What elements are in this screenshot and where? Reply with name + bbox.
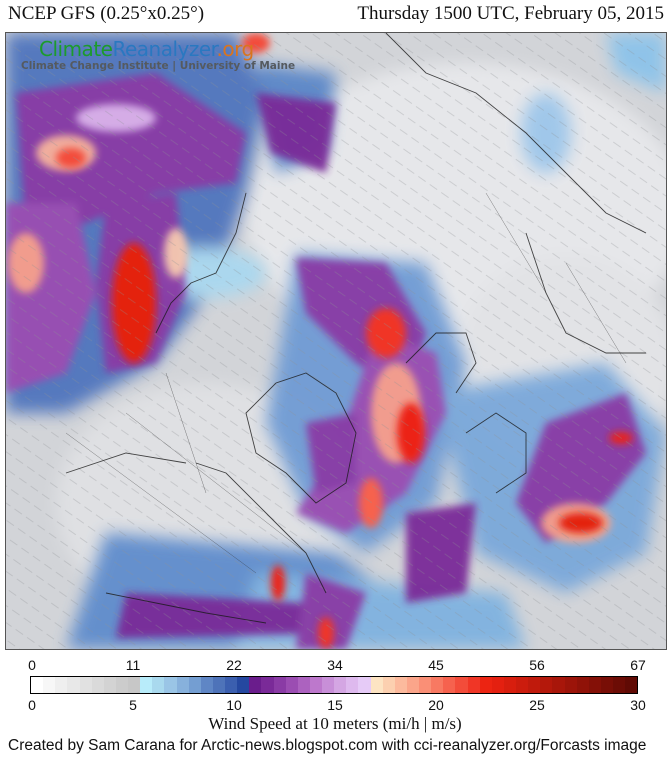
colorbar-swatch xyxy=(358,677,371,693)
tick-ms-10: 10 xyxy=(226,697,242,713)
tick-ms-30: 30 xyxy=(630,697,646,713)
colorbar-swatch xyxy=(394,677,407,693)
colorbar-swatch xyxy=(540,677,553,693)
colorbar-swatch xyxy=(552,677,565,693)
colorbar-swatch xyxy=(212,677,225,693)
colorbar-swatch xyxy=(564,677,577,693)
colorbar-swatch xyxy=(140,677,153,693)
tick-ms-5: 5 xyxy=(129,697,137,713)
colorbar-swatch xyxy=(406,677,419,693)
colorbar-swatch xyxy=(528,677,541,693)
colorbar-swatch xyxy=(370,677,383,693)
colorbar-swatch xyxy=(516,677,529,693)
colorbar-swatch xyxy=(613,677,626,693)
colorbar-swatch xyxy=(176,677,189,693)
colorbar-swatch xyxy=(467,677,480,693)
colorbar-swatch xyxy=(625,677,638,693)
colorbar-swatch xyxy=(322,677,335,693)
tick-mph-67: 67 xyxy=(630,657,646,673)
colorbar-swatch xyxy=(261,677,274,693)
colorbar-swatch xyxy=(273,677,286,693)
colorbar-swatch xyxy=(600,677,613,693)
colorbar-swatch xyxy=(588,677,601,693)
colorbar-swatch xyxy=(43,677,56,693)
tick-mph-45: 45 xyxy=(428,657,444,673)
colorbar-swatch xyxy=(55,677,68,693)
wind-speed-colorbar xyxy=(30,676,638,694)
colorbar-swatch xyxy=(164,677,177,693)
colorbar-swatch xyxy=(479,677,492,693)
colorbar-swatch xyxy=(237,677,250,693)
colorbar-top-ticks: 0 11 22 34 45 56 67 xyxy=(0,657,670,673)
tick-mph-34: 34 xyxy=(327,657,343,673)
logo-climate: Climate xyxy=(39,37,113,61)
tick-mph-11: 11 xyxy=(125,657,141,673)
colorbar-swatch xyxy=(225,677,238,693)
tick-mph-22: 22 xyxy=(226,657,242,673)
wind-field-graphic xyxy=(6,33,666,649)
tick-mph-56: 56 xyxy=(529,657,545,673)
datetime-title: Thursday 1500 UTC, February 05, 2015 xyxy=(357,3,664,24)
colorbar-swatch xyxy=(200,677,213,693)
tick-ms-25: 25 xyxy=(529,697,545,713)
colorbar-swatch xyxy=(249,677,262,693)
colorbar-swatch xyxy=(285,677,298,693)
colorbar-swatch xyxy=(188,677,201,693)
colorbar-swatch xyxy=(431,677,444,693)
logo-org: .org xyxy=(216,37,255,61)
colorbar-swatch xyxy=(382,677,395,693)
colorbar-swatch xyxy=(152,677,165,693)
climate-reanalyzer-logo: ClimateReanalyzer.org Climate Change Ins… xyxy=(21,37,295,72)
colorbar-swatch xyxy=(67,677,80,693)
colorbar-swatch xyxy=(346,677,359,693)
tick-ms-0: 0 xyxy=(28,697,36,713)
colorbar-swatch xyxy=(309,677,322,693)
credit-line: Created by Sam Carana for Arctic-news.bl… xyxy=(8,737,647,754)
colorbar-swatch xyxy=(576,677,589,693)
colorbar-swatch xyxy=(115,677,128,693)
logo-subtitle: Climate Change Institute | University of… xyxy=(21,60,296,72)
colorbar-swatch xyxy=(503,677,516,693)
colorbar-swatch xyxy=(103,677,116,693)
colorbar-swatch xyxy=(79,677,92,693)
colorbar-swatch xyxy=(491,677,504,693)
colorbar-swatch xyxy=(334,677,347,693)
colorbar-swatch xyxy=(443,677,456,693)
model-title: NCEP GFS (0.25°x0.25°) xyxy=(8,3,205,24)
colorbar-swatch xyxy=(455,677,468,693)
colorbar-swatch xyxy=(297,677,310,693)
wind-speed-map: ClimateReanalyzer.org Climate Change Ins… xyxy=(5,32,667,650)
colorbar-swatch xyxy=(31,677,44,693)
tick-ms-15: 15 xyxy=(327,697,343,713)
colorbar-swatch xyxy=(419,677,432,693)
colorbar-label: Wind Speed at 10 meters (mi/h | m/s) xyxy=(208,714,462,733)
logo-reanalyzer: Reanalyzer xyxy=(112,37,217,61)
colorbar-swatch xyxy=(128,677,141,693)
tick-mph-0: 0 xyxy=(28,657,36,673)
colorbar-swatch xyxy=(91,677,104,693)
coastline-overlay xyxy=(65,33,647,624)
colorbar-bottom-ticks: 0 5 10 15 20 25 30 xyxy=(0,697,670,713)
tick-ms-20: 20 xyxy=(428,697,444,713)
